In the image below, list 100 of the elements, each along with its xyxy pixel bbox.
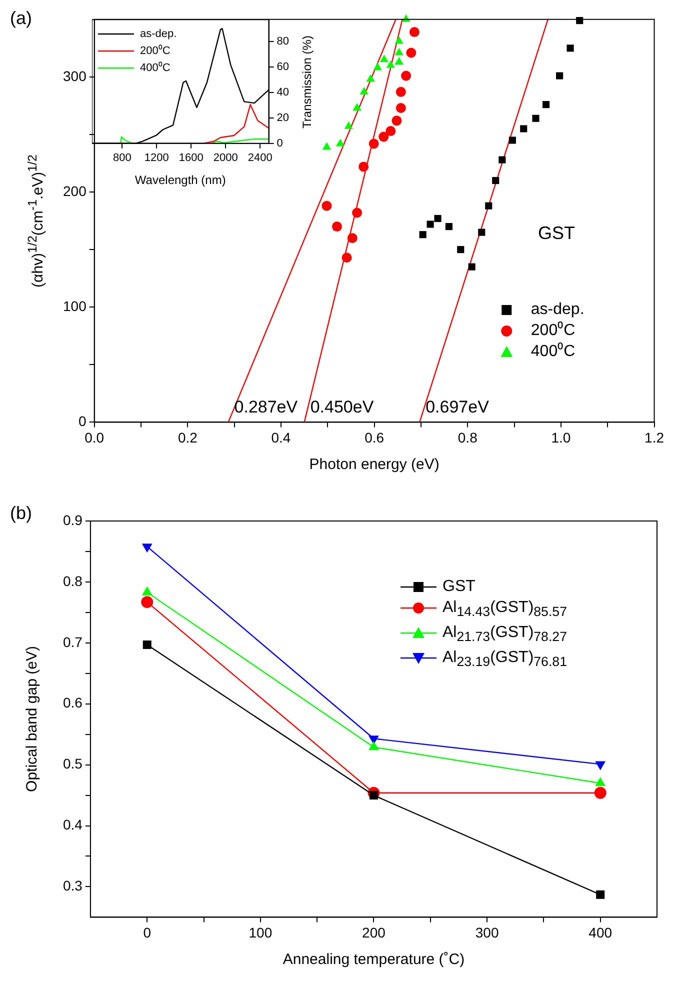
point (386, 126, 396, 136)
y-tick-label: 0.9 (62, 512, 83, 528)
y-tick-label: 0.7 (62, 634, 83, 650)
point (142, 640, 152, 649)
legend-label: 200⁰C (530, 322, 576, 340)
point (322, 142, 332, 150)
point (396, 86, 406, 97)
x-tick-label: 2000 (213, 152, 238, 164)
y-tick-label: 0 (78, 413, 87, 430)
x-tick-label: 0.2 (178, 429, 198, 446)
point (498, 156, 506, 164)
point (445, 223, 453, 230)
y-tick-label: 0.4 (62, 816, 83, 833)
x-tick-label: 800 (113, 152, 132, 164)
point (434, 214, 442, 222)
x-tick-label: 1.2 (644, 429, 664, 446)
point (366, 74, 375, 82)
legend-label: Al$_{21.73}$(GST)$_{78.27}$ (442, 624, 567, 644)
y-tick-label: 200 (63, 182, 87, 199)
legend-label: GST (442, 578, 476, 595)
point (322, 200, 332, 211)
point (426, 220, 434, 228)
point (595, 777, 606, 786)
point (373, 62, 382, 70)
legend-label: as-dep. (530, 301, 584, 318)
x-tick-label: 2400 (248, 152, 272, 164)
point (352, 208, 362, 218)
point (556, 72, 564, 80)
point (344, 121, 353, 129)
point (478, 228, 486, 236)
point (380, 54, 388, 62)
point (358, 162, 369, 172)
point (394, 36, 404, 44)
point (396, 103, 406, 114)
legend-label: 400⁰C (530, 343, 576, 360)
y-tick-label: 100 (63, 298, 87, 314)
x-tick-label: 300 (475, 924, 499, 940)
y-tick-label: 300 (63, 68, 87, 84)
point (520, 125, 528, 132)
annotation: GST (538, 223, 576, 244)
x-tick-label: 0.0 (84, 429, 104, 446)
legend-label: Al$_{23.19}$(GST)$_{76.81}$ (442, 649, 567, 670)
point (336, 138, 345, 146)
point (141, 596, 154, 608)
x-axis-title: Wavelength (nm) (134, 173, 226, 188)
x-tick-label: 200 (362, 924, 386, 940)
y-tick-label: 0 (276, 137, 283, 150)
point (406, 48, 416, 58)
point (394, 56, 404, 64)
point (378, 132, 389, 142)
x-axis-title: Annealing temperature (˚C) (282, 951, 465, 968)
text: (a) (10, 8, 32, 29)
point (352, 103, 362, 111)
point (566, 44, 574, 52)
point (392, 116, 402, 126)
y-tick-label: 80 (276, 35, 290, 48)
point (596, 890, 605, 899)
point (368, 741, 379, 750)
point (401, 70, 412, 81)
y-tick-label: 0.8 (62, 572, 83, 589)
point (386, 60, 395, 68)
point (468, 263, 476, 270)
y-tick-label: 0.5 (62, 756, 83, 772)
y-tick-label: 20 (276, 112, 290, 124)
point (532, 114, 540, 122)
annotation: 0.697eV (426, 397, 490, 416)
x-tick-label: 0.6 (364, 429, 384, 446)
point (594, 786, 606, 799)
point (457, 246, 464, 254)
point (419, 231, 426, 238)
x-tick-label: 100 (248, 924, 272, 940)
y-tick-label: 60 (276, 60, 290, 73)
y-tick-label: 0.3 (62, 878, 83, 894)
x-tick-label: 1600 (178, 152, 204, 164)
x-tick-label: 0 (143, 924, 152, 940)
point (332, 222, 342, 232)
annotation: 0.287eV (234, 397, 298, 416)
legend-label: as-dep. (140, 28, 177, 40)
point (360, 86, 368, 94)
legend-label: 400⁰C (140, 62, 170, 74)
point (368, 138, 379, 149)
y-axis-title: Optical band gap (eV) (24, 646, 41, 792)
point (542, 101, 550, 108)
y-tick-label: 0.6 (62, 694, 83, 711)
legend-label: 200⁰C (140, 44, 170, 57)
y-axis-title: Transmission (%) (300, 35, 314, 128)
point (347, 233, 358, 244)
point (342, 252, 352, 263)
x-tick-label: 0.8 (458, 429, 478, 446)
x-tick-label: 400 (588, 924, 612, 940)
x-tick-label: 1200 (144, 152, 169, 164)
point (492, 176, 500, 184)
text: (b) (10, 503, 32, 524)
point (409, 27, 420, 38)
x-tick-label: 1.0 (551, 429, 571, 446)
annotation: 0.450eV (310, 397, 374, 416)
point (142, 544, 152, 553)
legend-label: Al$_{14.43}$(GST)$_{85.57}$ (442, 599, 567, 620)
point (485, 202, 492, 210)
point (508, 136, 516, 144)
